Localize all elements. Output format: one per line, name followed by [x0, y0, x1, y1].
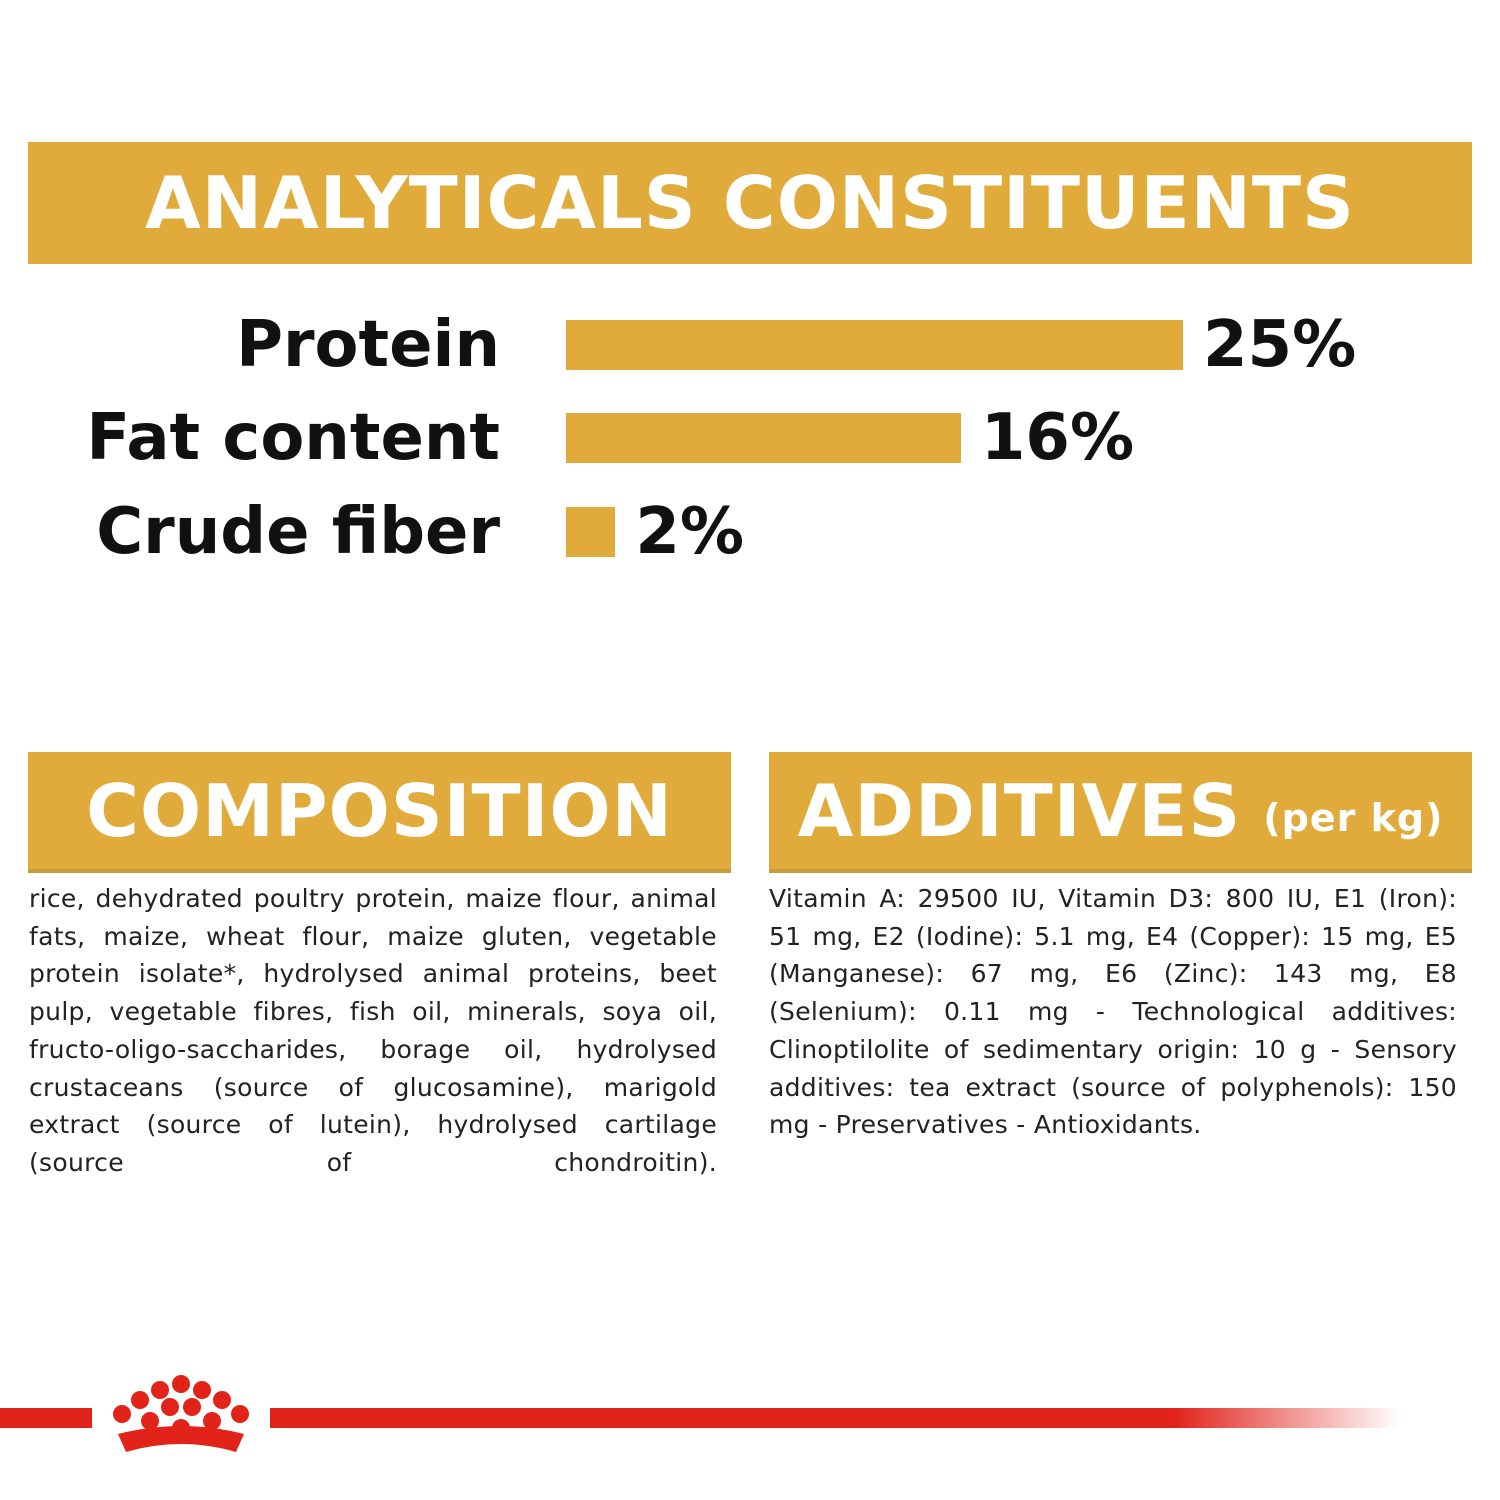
additives-title: ADDITIVES [797, 768, 1242, 853]
chart-title: ANALYTICALS CONSTITUENTS [28, 142, 1472, 264]
composition-title: COMPOSITION [86, 768, 673, 853]
category-label: Protein [236, 308, 500, 382]
composition-text: rice, dehydrated poultry protein, maize … [29, 884, 717, 1177]
additives-header: ADDITIVES (per kg) [769, 752, 1472, 873]
bar [566, 413, 961, 463]
category-label: Crude fiber [96, 495, 500, 569]
additives-subtitle: (per kg) [1263, 795, 1444, 840]
value-label: 2% [635, 495, 745, 569]
category-label: Fat content [86, 401, 500, 475]
bar [566, 507, 616, 557]
value-label: 16% [980, 401, 1135, 475]
composition-header: COMPOSITION [28, 752, 731, 873]
additives-text: Vitamin A: 29500 IU, Vitamin D3: 800 IU,… [769, 884, 1457, 1140]
bar [566, 320, 1183, 370]
brand-logo [0, 1375, 1400, 1452]
value-label: 25% [1203, 308, 1357, 382]
